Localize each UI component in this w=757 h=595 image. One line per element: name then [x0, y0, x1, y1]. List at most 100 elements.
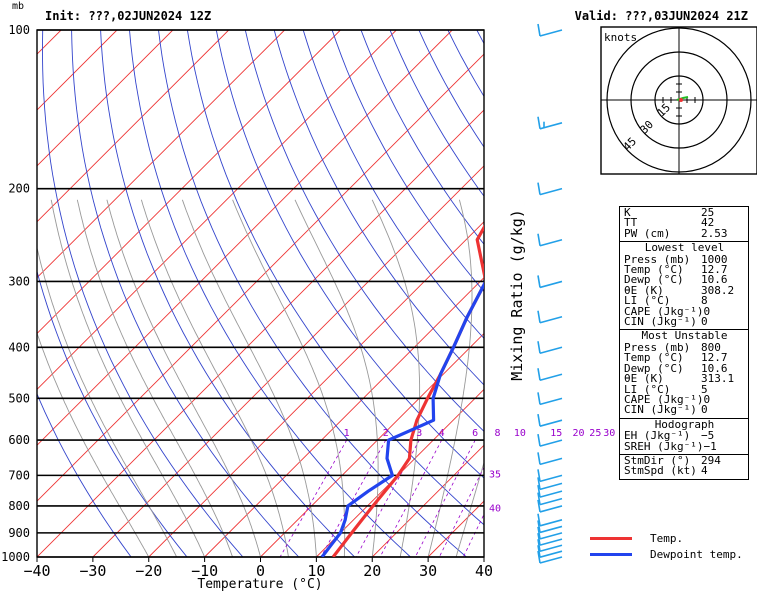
most-unstable-row: CIN (Jkg⁻¹)0 — [624, 405, 745, 415]
wind-barb-staff — [540, 398, 562, 404]
index-label: PW (cm) — [624, 229, 670, 239]
dry-adiabat-line — [245, 30, 634, 557]
wind-barb — [538, 452, 562, 464]
moist-adiabat-line — [107, 200, 261, 557]
mixing-ratio-label: 2 — [383, 428, 389, 439]
wind-barb-staff — [540, 499, 562, 505]
isotherm-line — [93, 30, 620, 557]
pressure-tick-label: 900 — [8, 526, 30, 540]
isotherm-line — [0, 30, 5, 557]
wind-barb-staff — [540, 317, 562, 323]
isotherm-line — [0, 30, 229, 557]
isotherm-line — [0, 30, 452, 557]
wind-barb-flag — [538, 183, 540, 195]
wind-barb-staff — [540, 526, 562, 532]
mixing-ratio-line — [321, 440, 386, 557]
hodograph-index-value: −1 — [703, 442, 745, 452]
dry-adiabat-line — [72, 30, 299, 557]
lowest-level-value: 0 — [701, 317, 745, 327]
wind-barb — [538, 514, 562, 526]
hodograph-unit-label: knots — [604, 31, 637, 44]
legend-item-temp: Temp. — [590, 530, 743, 546]
mixing-ratio-side-label: 35 — [489, 469, 501, 480]
legend-label-dewpoint: Dewpoint temp. — [650, 548, 743, 561]
legend-swatch-dewpoint — [590, 553, 632, 556]
wind-barb-staff — [540, 281, 562, 287]
wind-barb-staff — [540, 539, 562, 545]
wind-barb-staff — [540, 475, 562, 481]
pressure-tick-label: 200 — [8, 182, 30, 196]
x-tick-label: 30 — [419, 562, 437, 580]
wind-barb-staff — [540, 520, 562, 526]
wind-barb-staff — [540, 440, 562, 446]
wind-barb-staff — [540, 420, 562, 426]
wind-barb-staff — [540, 458, 562, 464]
mixing-ratio-label: 15 — [550, 428, 562, 439]
wind-barb — [538, 527, 562, 539]
mixing-ratio-label: 4 — [439, 428, 445, 439]
wind-barb-flag — [538, 452, 540, 464]
isotherm-line — [0, 30, 285, 557]
wind-barb — [538, 234, 562, 246]
wind-barb-staff — [540, 347, 562, 353]
wind-barb — [538, 275, 562, 287]
wind-barb-staff — [540, 506, 562, 512]
wind-barb — [538, 368, 562, 380]
mixing-ratio-label: 10 — [514, 428, 526, 439]
mixing-ratio-line — [501, 440, 556, 557]
mixing-ratio-label: 6 — [472, 428, 478, 439]
wind-barb-staff — [540, 557, 562, 563]
wind-barb — [538, 341, 562, 353]
pressure-tick-label: 800 — [8, 499, 30, 513]
wind-barb-flag — [538, 24, 540, 36]
pressure-tick-label: 400 — [8, 340, 30, 354]
mixing-ratio-label: 25 — [589, 428, 601, 439]
wind-barb-staff — [540, 189, 562, 195]
wind-barb-staff — [540, 30, 562, 36]
wind-barb-flag — [538, 434, 540, 446]
valid-time-label: Valid: ???,03JUN2024 21Z — [575, 9, 748, 23]
x-tick-label: −40 — [23, 562, 50, 580]
pressure-tick-label: 100 — [8, 23, 30, 37]
moist-adiabat-line — [428, 200, 472, 557]
wind-barb — [538, 311, 562, 323]
wind-barb — [538, 414, 562, 426]
index-row: PW (cm)2.53 — [624, 229, 745, 239]
pressure-tick-label: 600 — [8, 433, 30, 447]
wind-barb — [538, 183, 562, 195]
hodograph-index-label: SREH (Jkg⁻¹) — [624, 442, 703, 452]
wind-barb-staff — [540, 533, 562, 539]
init-time-label: Init: ???,02JUN2024 12Z — [45, 9, 211, 23]
x-axis-title: Temperature (°C) — [197, 577, 322, 591]
wind-barb — [538, 117, 562, 129]
legend-label-temp: Temp. — [650, 532, 683, 545]
wind-barb-flag — [538, 275, 540, 287]
moist-adiabat-line — [141, 200, 288, 557]
x-tick-label: −20 — [135, 562, 162, 580]
mixing-ratio-line — [439, 440, 497, 557]
x-tick-label: 20 — [363, 562, 381, 580]
wind-barb-flag — [538, 414, 540, 426]
mixing-ratio-label: 1 — [344, 428, 350, 439]
storm-motion-value: 4 — [701, 466, 745, 476]
storm-motion-row: StmSpd (kt) 4 — [624, 466, 745, 476]
pressure-unit-label: mb — [12, 1, 24, 12]
mixing-ratio-axis-title: Mixing Ratio (g/kg) — [508, 209, 526, 381]
moist-adiabat-line — [51, 200, 204, 557]
x-tick-label: 40 — [475, 562, 493, 580]
wind-barb-flag — [538, 341, 540, 353]
moist-adiabat-line — [28, 200, 177, 557]
storm-motion-label: StmSpd (kt) — [624, 466, 697, 476]
most-unstable-label: CIN (Jkg⁻¹) — [624, 405, 697, 415]
mixing-ratio-line — [544, 440, 596, 557]
wind-barb-staff — [540, 491, 562, 497]
pressure-tick-label: 300 — [8, 274, 30, 288]
pressure-tick-label: 700 — [8, 468, 30, 482]
